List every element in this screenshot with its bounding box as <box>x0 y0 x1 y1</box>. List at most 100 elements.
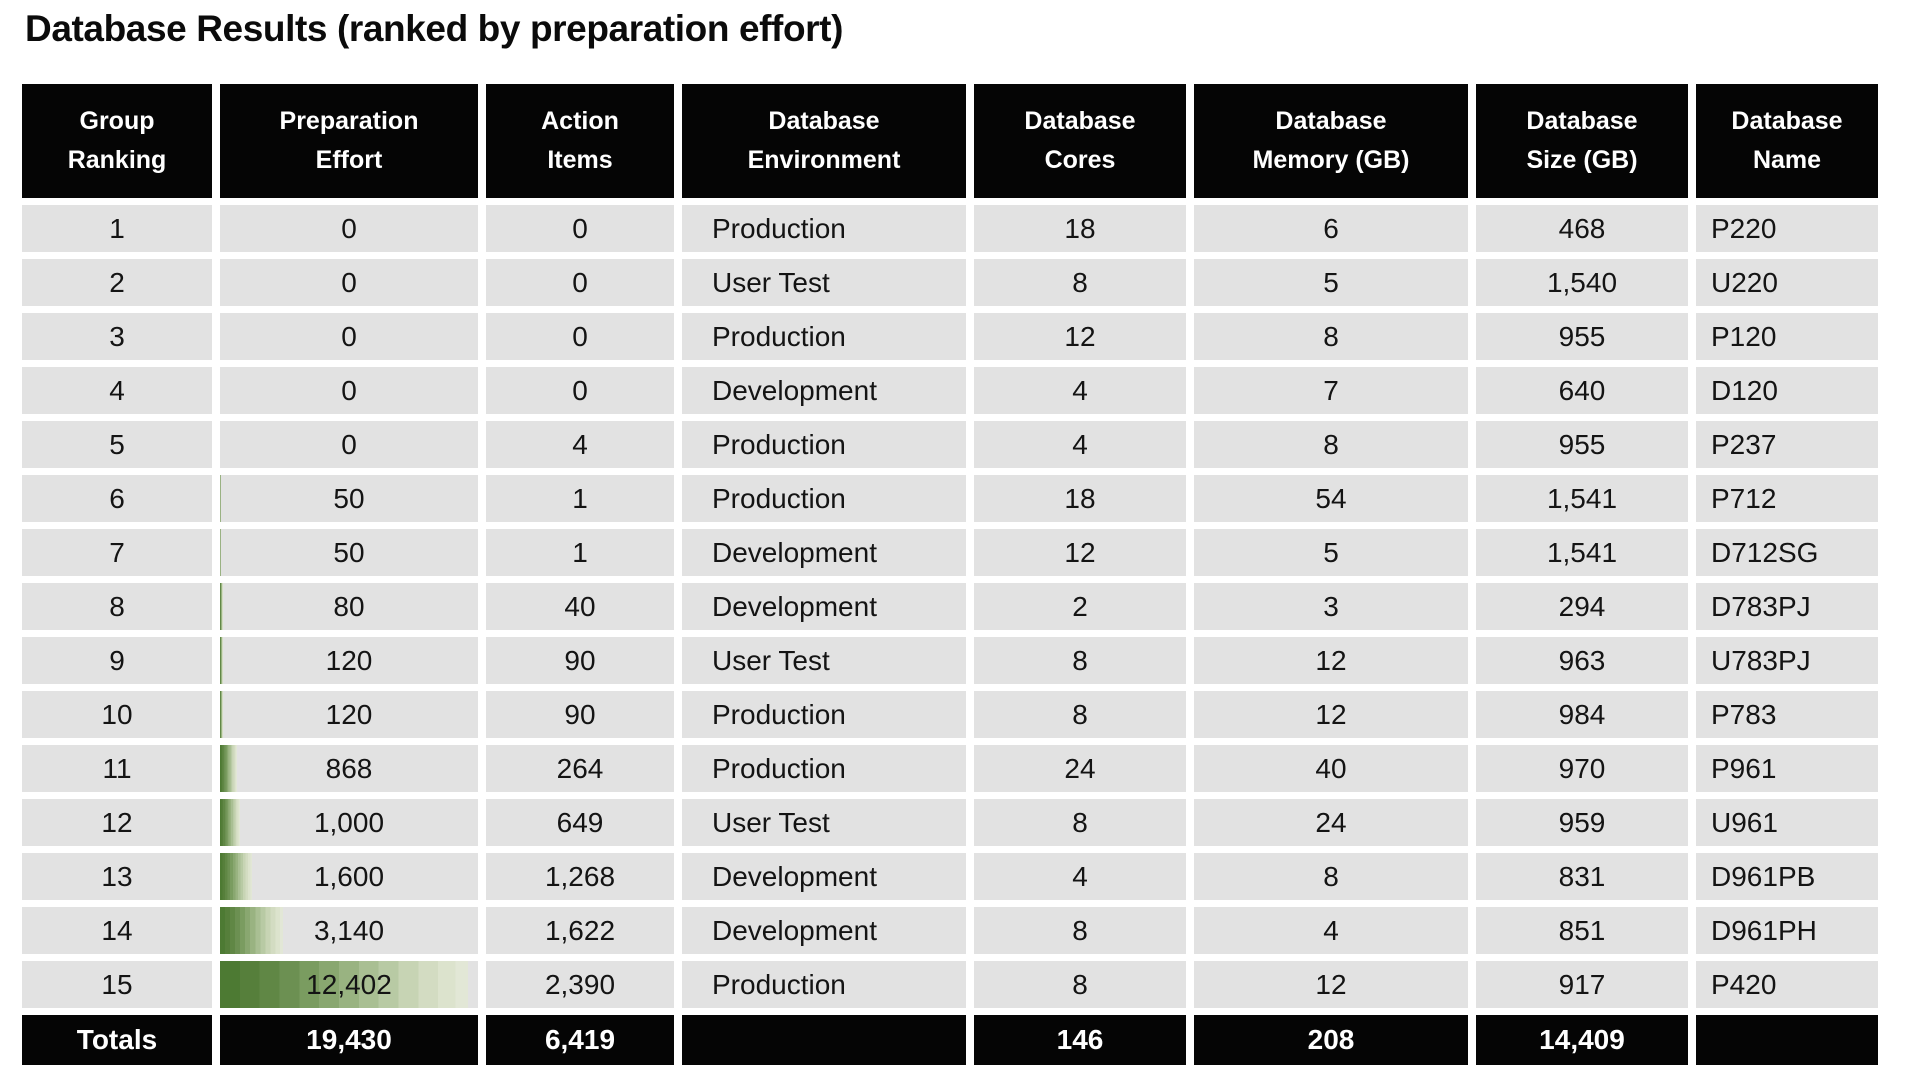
header-database-cores: Database Cores <box>974 84 1186 198</box>
cell-database-name: P220 <box>1696 205 1878 252</box>
cell-group-ranking: 12 <box>22 799 212 846</box>
effort-value: 3,140 <box>313 914 385 946</box>
effort-value: 0 <box>341 266 357 298</box>
header-database-memory: Database Memory (GB) <box>1194 84 1468 198</box>
cell-database-memory: 3 <box>1194 583 1468 630</box>
cell-database-size: 917 <box>1476 961 1688 1008</box>
cell-preparation-effort: 80 <box>220 583 478 630</box>
cell-database-size: 640 <box>1476 367 1688 414</box>
header-database-environment: Database Environment <box>682 84 966 198</box>
effort-value: 868 <box>325 752 373 784</box>
header-line: Environment <box>747 146 901 174</box>
effort-value: 0 <box>341 212 357 244</box>
cell-database-size: 468 <box>1476 205 1688 252</box>
cell-database-size: 955 <box>1476 421 1688 468</box>
effort-databar <box>220 691 223 738</box>
header-line: Items <box>547 146 613 174</box>
cell-database-size: 984 <box>1476 691 1688 738</box>
cell-database-memory: 8 <box>1194 853 1468 900</box>
totals-database-name <box>1696 1015 1878 1065</box>
cell-database-size: 851 <box>1476 907 1688 954</box>
cell-preparation-effort: 0 <box>220 313 478 360</box>
cell-database-environment: Development <box>682 907 966 954</box>
cell-action-items: 1,622 <box>486 907 674 954</box>
cell-database-name: D783PJ <box>1696 583 1878 630</box>
cell-preparation-effort: 120 <box>220 637 478 684</box>
cell-database-name: U783PJ <box>1696 637 1878 684</box>
cell-group-ranking: 4 <box>22 367 212 414</box>
header-line: Group <box>79 107 155 136</box>
cell-group-ranking: 1 <box>22 205 212 252</box>
cell-database-memory: 8 <box>1194 313 1468 360</box>
effort-value: 0 <box>341 320 357 352</box>
cell-database-memory: 12 <box>1194 961 1468 1008</box>
effort-databar <box>220 475 221 522</box>
cell-database-name: P783 <box>1696 691 1878 738</box>
cell-database-name: P120 <box>1696 313 1878 360</box>
cell-database-cores: 4 <box>974 367 1186 414</box>
effort-databar <box>220 853 252 900</box>
cell-database-size: 294 <box>1476 583 1688 630</box>
cell-database-name: D712SG <box>1696 529 1878 576</box>
cell-database-cores: 4 <box>974 853 1186 900</box>
cell-action-items: 90 <box>486 637 674 684</box>
cell-preparation-effort: 0 <box>220 205 478 252</box>
results-table: Group Ranking Preparation Effort Action … <box>22 84 1878 1065</box>
cell-group-ranking: 2 <box>22 259 212 306</box>
cell-database-size: 1,541 <box>1476 475 1688 522</box>
cell-database-memory: 7 <box>1194 367 1468 414</box>
cell-database-memory: 12 <box>1194 637 1468 684</box>
header-line: Database <box>1275 107 1387 136</box>
header-line: Database <box>1526 107 1638 136</box>
effort-databar <box>220 745 237 792</box>
header-line: Name <box>1752 146 1822 174</box>
cell-database-memory: 12 <box>1194 691 1468 738</box>
cell-preparation-effort: 1,600 <box>220 853 478 900</box>
cell-action-items: 1 <box>486 475 674 522</box>
cell-action-items: 0 <box>486 367 674 414</box>
cell-database-environment: Development <box>682 529 966 576</box>
header-line: Database <box>1024 107 1136 136</box>
header-line: Action <box>541 107 619 136</box>
cell-database-memory: 54 <box>1194 475 1468 522</box>
cell-database-cores: 18 <box>974 475 1186 522</box>
effort-value: 12,402 <box>306 968 392 1000</box>
header-database-name: Database Name <box>1696 84 1878 198</box>
effort-value: 50 <box>333 536 365 568</box>
cell-action-items: 649 <box>486 799 674 846</box>
cell-action-items: 0 <box>486 313 674 360</box>
cell-database-environment: Production <box>682 421 966 468</box>
cell-database-memory: 5 <box>1194 529 1468 576</box>
header-line: Ranking <box>67 146 167 174</box>
cell-group-ranking: 11 <box>22 745 212 792</box>
cell-preparation-effort: 3,140 <box>220 907 478 954</box>
cell-preparation-effort: 0 <box>220 421 478 468</box>
cell-database-cores: 24 <box>974 745 1186 792</box>
effort-databar <box>220 961 468 1008</box>
header-line: Effort <box>315 146 383 174</box>
cell-database-name: P237 <box>1696 421 1878 468</box>
cell-action-items: 0 <box>486 205 674 252</box>
header-group-ranking: Group Ranking <box>22 84 212 198</box>
cell-preparation-effort: 868 <box>220 745 478 792</box>
cell-database-cores: 2 <box>974 583 1186 630</box>
cell-preparation-effort: 120 <box>220 691 478 738</box>
cell-database-name: D961PB <box>1696 853 1878 900</box>
cell-database-cores: 12 <box>974 529 1186 576</box>
cell-action-items: 2,390 <box>486 961 674 1008</box>
cell-action-items: 264 <box>486 745 674 792</box>
cell-database-name: P961 <box>1696 745 1878 792</box>
cell-group-ranking: 5 <box>22 421 212 468</box>
cell-database-name: P712 <box>1696 475 1878 522</box>
cell-database-name: D961PH <box>1696 907 1878 954</box>
effort-value: 1,000 <box>313 806 385 838</box>
cell-database-name: U220 <box>1696 259 1878 306</box>
cell-database-name: U961 <box>1696 799 1878 846</box>
cell-database-memory: 24 <box>1194 799 1468 846</box>
effort-databar <box>220 907 283 954</box>
effort-databar <box>220 583 223 630</box>
cell-database-name: D120 <box>1696 367 1878 414</box>
cell-preparation-effort: 0 <box>220 259 478 306</box>
effort-value: 0 <box>341 428 357 460</box>
cell-group-ranking: 14 <box>22 907 212 954</box>
